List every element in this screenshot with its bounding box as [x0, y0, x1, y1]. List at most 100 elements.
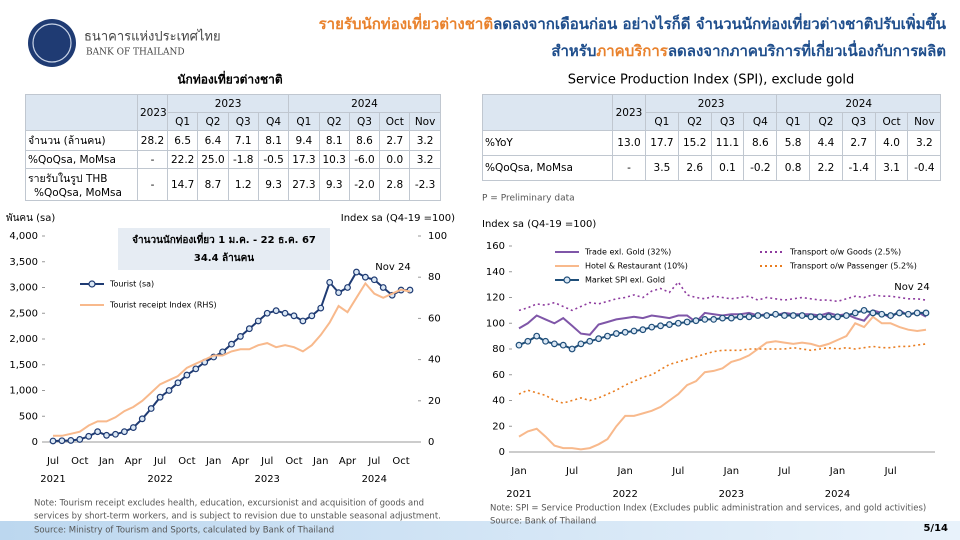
x-year-label: 2023	[254, 474, 279, 485]
cell: 13.0	[612, 130, 646, 156]
cell: 0.8	[776, 155, 811, 181]
x-year-label: 2021	[40, 474, 65, 485]
series-marker	[147, 405, 155, 412]
cell: 2.6	[677, 155, 712, 181]
data-row: %YoY 13.0 17.7 15.2 11.1 8.6 5.8 4.4 2.7 4.0 3.2	[482, 130, 942, 156]
series-marker	[533, 332, 541, 340]
series-marker	[692, 317, 700, 325]
y2-tick-label: 100	[428, 231, 447, 242]
cell: 6.5	[166, 130, 199, 151]
legend-marker	[563, 276, 571, 284]
series-marker	[58, 437, 66, 445]
series-marker	[816, 313, 824, 321]
column-header: Q3	[710, 112, 745, 131]
y-tick-label: 500	[19, 411, 38, 422]
series-line	[518, 343, 927, 404]
series-marker	[112, 430, 119, 438]
series-marker	[630, 327, 638, 335]
cell: -1.4	[841, 155, 876, 181]
series-marker	[586, 337, 594, 345]
data-row: %QoQsa, MoMsa -3.5 2.6 0.1 -0.2 0.8 2.2 -1.4 3.1…	[482, 155, 942, 181]
series-marker	[860, 306, 868, 314]
x-tick-label: Jul	[671, 466, 684, 477]
series-marker	[657, 322, 664, 330]
cell: 17.7	[645, 130, 679, 156]
x-tick-label: Jul	[777, 466, 790, 477]
series-marker	[263, 309, 271, 317]
series-marker	[904, 310, 912, 318]
group-header: 2024	[776, 94, 942, 113]
table-title: นักท่องเที่ยวต่างชาติ	[177, 71, 283, 87]
cell: -0.2	[743, 155, 778, 181]
data-row: %QoQsa, MoMsa -22.2 25.0 -1.8 -0.5 17.3 10.3 -6…	[25, 150, 441, 169]
row-label-line: %QoQsa, MoMsa	[34, 187, 122, 199]
x-year-label: 2024	[825, 489, 850, 500]
cell: 3.1	[874, 155, 909, 181]
y-tick-label: 100	[486, 318, 505, 329]
series-marker	[869, 309, 877, 317]
corner-cell	[482, 94, 613, 131]
y-tick-label: 3,000	[9, 283, 38, 294]
y-tick-label: 20	[492, 421, 505, 432]
cell: 5.8	[776, 130, 811, 156]
cell: 2.7	[841, 130, 876, 156]
x-tick-label: Jan	[312, 456, 328, 467]
column-header: Q4	[257, 112, 290, 131]
x-tick-label: Jan	[98, 456, 114, 467]
row-label-line: %YoY	[485, 137, 513, 149]
cell: -6.0	[348, 150, 381, 169]
x-tick-label: Jul	[260, 456, 273, 467]
y2-tick-label: 80	[428, 272, 441, 283]
series-marker	[174, 379, 182, 387]
table-note: P = Preliminary data	[482, 194, 575, 204]
y2-tick-label: 40	[428, 355, 441, 366]
series-marker	[568, 345, 576, 353]
x-tick-label: Jul	[884, 466, 897, 477]
series-marker	[798, 312, 806, 319]
y-tick-label: 0	[32, 437, 38, 448]
source: Source: Bank of Thailand	[490, 517, 596, 527]
cell: -2.0	[348, 168, 381, 201]
x-tick-label: Oct	[285, 456, 302, 467]
cell: 15.2	[677, 130, 712, 156]
x-year-label: 2024	[362, 474, 387, 485]
x-year-label: 2021	[506, 489, 531, 500]
x-tick-label: Oct	[178, 456, 195, 467]
logo	[28, 19, 76, 67]
series-marker	[76, 436, 84, 443]
series-marker	[67, 437, 75, 444]
org-en: BANK OF THAILAND	[86, 48, 185, 58]
group-header: 2024	[288, 94, 441, 113]
cell: 7.1	[227, 130, 259, 151]
cell: 4.4	[809, 130, 843, 156]
cell: 2.8	[379, 168, 411, 201]
title-segment: ลดลงจากภาคบริการที่เกี่ยวเนื่องกับการผลิ…	[668, 40, 946, 60]
cell: -	[612, 155, 646, 181]
series-marker	[683, 318, 691, 326]
series-marker	[361, 273, 369, 281]
x-year-label: 2022	[612, 489, 637, 500]
y-tick-label: 1,000	[9, 386, 38, 397]
x-tick-label: Apr	[339, 456, 357, 467]
column-header: Q1	[776, 112, 811, 131]
series-marker	[842, 312, 850, 319]
y-tick-label: 2,000	[9, 334, 38, 345]
x-tick-label: Jan	[510, 466, 526, 477]
x-tick-label: Apr	[125, 456, 143, 467]
series-marker	[719, 314, 726, 322]
row-label: %YoY	[482, 130, 613, 156]
series-marker	[612, 330, 620, 337]
cell: 8.1	[318, 130, 350, 151]
series-marker	[763, 312, 771, 319]
legend-label: Market SPI exl. Gold	[585, 276, 665, 285]
column-header: Q1	[645, 112, 679, 131]
series-marker	[129, 424, 137, 431]
cell: 6.4	[197, 130, 229, 151]
series-marker	[559, 341, 567, 349]
legend-marker	[88, 280, 96, 288]
column-header: Nov	[907, 112, 942, 131]
header-row: 2023 2023 2024	[25, 94, 441, 131]
cell: -2.3	[409, 168, 441, 201]
cell: -	[137, 168, 168, 201]
